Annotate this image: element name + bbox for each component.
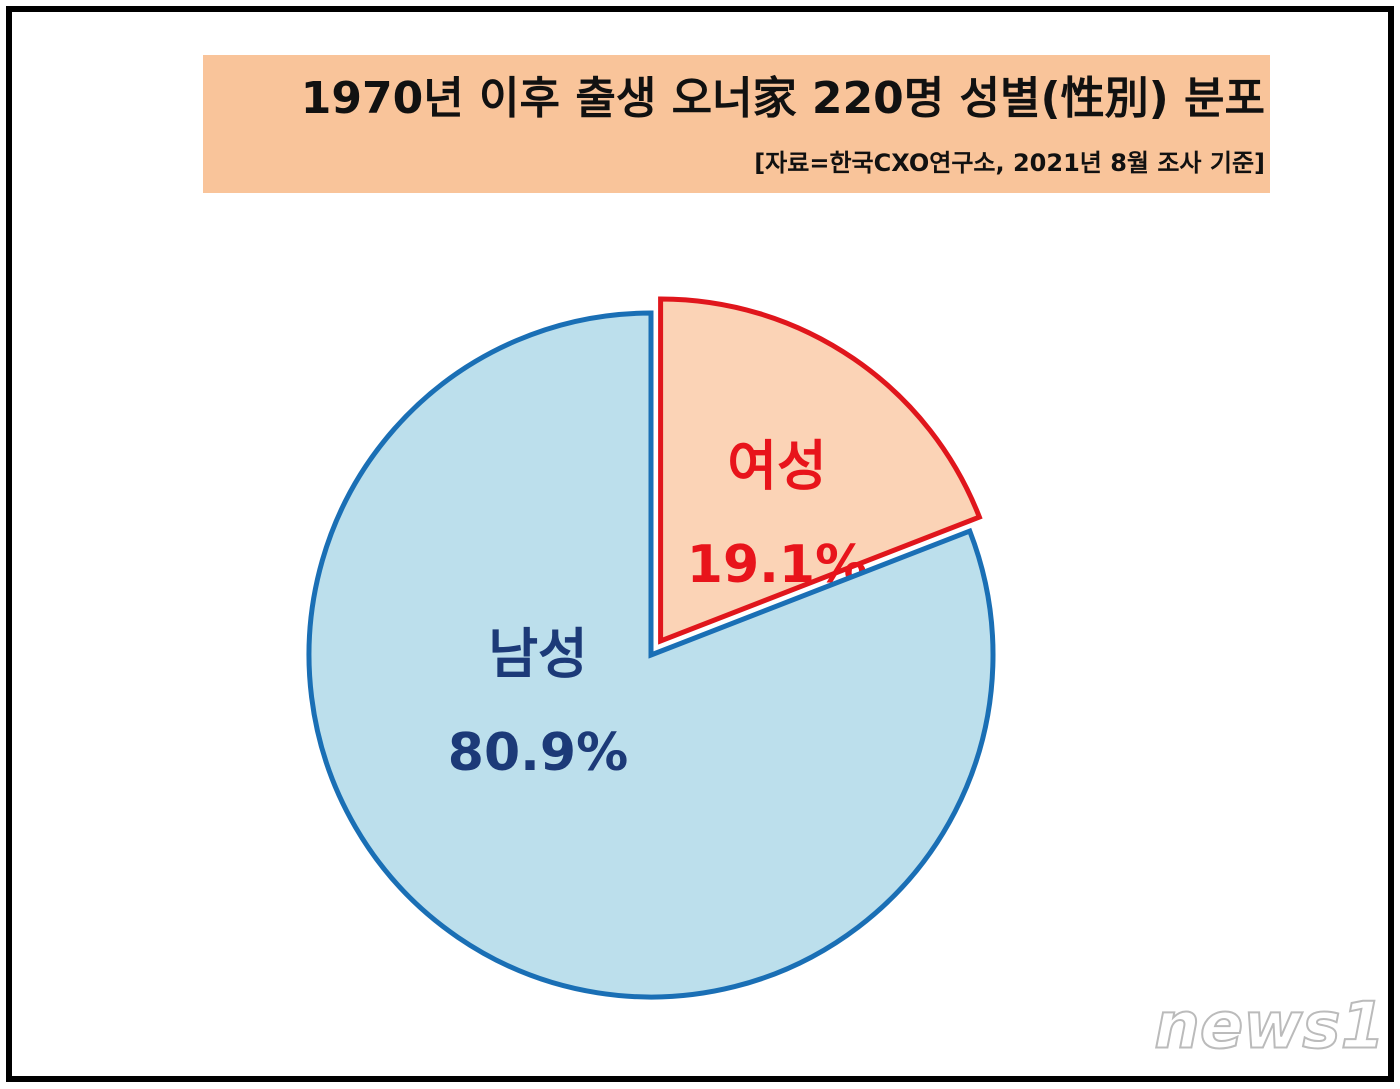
pie-slice <box>658 296 983 645</box>
value-label: 80.9% <box>448 723 628 783</box>
title-box <box>203 55 1270 193</box>
pie-slice <box>306 310 996 1000</box>
slice-label: 남성 <box>488 623 587 686</box>
slice-label: 여성 <box>727 435 826 498</box>
chart-subtitle: [자료=한국CXO연구소, 2021년 8월 조사 기준] <box>754 149 1265 177</box>
watermark: news1 <box>1154 990 1385 1064</box>
chart-title: 1970년 이후 출생 오너家 220명 성별(性別) 분포 <box>301 73 1265 124</box>
